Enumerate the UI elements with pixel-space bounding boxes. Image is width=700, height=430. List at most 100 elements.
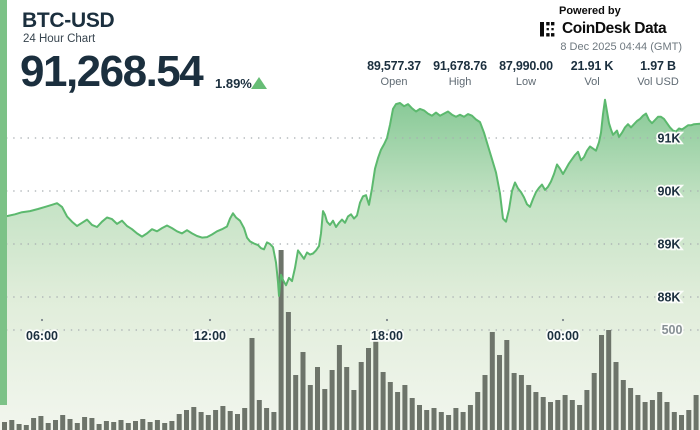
volume-bar [2,422,7,430]
left-accent-bar [0,0,7,405]
volume-bar [322,389,328,430]
volume-bar [453,408,459,430]
volume-bar [395,392,401,430]
stat-low-label: Low [515,76,537,88]
volume-bar [351,390,357,430]
tick-dot [561,318,565,322]
volume-bar [82,417,88,430]
powered-by-label: Powered by [559,5,621,17]
volume-bar [23,425,29,430]
change-percent: 1.89% [215,76,252,91]
volume-bar [300,352,306,430]
stat-high-label: High [448,76,472,88]
stat-vol: 21.91 K Vol [559,59,625,88]
time-axis-label: 06:00 [26,329,58,343]
chart-timestamp: 8 Dec 2025 04:44 (GMT) [560,41,682,53]
volume-bar [235,414,240,430]
tick-dot [40,318,44,322]
volume-bar [577,405,583,430]
stat-open: 89,577.37 Open [361,59,427,88]
volume-bar [67,419,73,430]
stat-vol-label: Vol [584,76,600,88]
stat-vol-value: 21.91 K [570,59,614,73]
volume-bar [409,398,415,430]
y-axis-label: 91K [658,132,681,146]
volume-bar [315,367,320,430]
volume-bar [184,410,189,430]
volume-bar [649,400,655,430]
volume-bar [387,382,393,430]
coindesk-logo-icon [540,21,557,37]
powered-by-block: Powered by CoinDesk Data 8 Dec 2025 04:4… [540,5,682,53]
y-axis-label: 90K [658,185,681,199]
volume-bar [16,424,22,430]
volume-bar [60,415,66,430]
volume-bar [285,312,291,430]
volume-bar [671,412,677,430]
volume-bar [446,415,452,430]
current-price: 91,268.54 [20,47,204,96]
coindesk-brand-name: CoinDesk Data [562,20,667,37]
volume-bar [533,392,539,430]
page-title: BTC-USD [22,9,115,32]
volume-bar [686,410,692,430]
volume-bar [344,367,350,430]
coindesk-brand-link[interactable]: CoinDesk Data [540,20,682,38]
stat-open-value: 89,577.37 [367,59,421,73]
volume-bar [242,408,248,430]
tick-dot [385,318,389,322]
stat-open-label: Open [380,76,408,88]
volume-bar [264,408,270,430]
volume-bar [613,362,619,430]
volume-bar [147,422,153,430]
volume-bar [278,250,284,430]
volume-bar [555,400,561,430]
y-axis-label: 88K [658,291,681,305]
volume-bar [9,420,15,430]
volume-bar [111,422,117,430]
tick-dot [208,318,212,322]
stat-high-value: 91,678.76 [433,59,487,73]
time-axis-label: 00:00 [547,329,579,343]
chart-subtitle: 24 Hour Chart [23,33,96,45]
volume-bar [460,412,466,430]
volume-bar [249,338,255,430]
volume-bar [74,423,80,430]
volume-bar [329,370,335,430]
volume-bar [45,423,51,430]
volume-bar [169,421,175,430]
volume-bar [526,385,532,430]
volume-bar [511,373,517,430]
volume-bar [606,330,612,430]
volume-bar [693,395,699,430]
volume-bar [205,415,211,430]
volume-bar [256,400,262,430]
y-axis-label: 89K [658,238,681,252]
volume-bar [162,423,168,430]
volume-bar [599,335,604,430]
volume-bar [293,375,299,430]
volume-bar [191,407,197,430]
volume-bar [53,420,58,430]
volume-bar [620,380,626,430]
volume-bar [540,397,546,430]
volume-bar [154,420,160,430]
volume-bar [198,412,204,430]
volume-bar [271,412,277,430]
volume-bar [417,405,422,430]
stat-vol-usd: 1.97 B Vol USD [625,59,691,88]
price-area [0,99,700,430]
volume-bar [635,395,641,430]
volume-axis-label: 500 [662,323,683,337]
volume-bar [402,385,408,430]
time-axis-label: 18:00 [371,329,403,343]
volume-bar [118,420,124,430]
ohlc-stats-row: 89,577.37 Open 91,678.76 High 87,990.00 … [361,59,691,88]
stat-low: 87,990.00 Low [493,59,559,88]
volume-bar [642,402,648,430]
volume-bar [628,388,634,430]
up-triangle-icon [251,77,267,89]
volume-bar [584,390,590,430]
